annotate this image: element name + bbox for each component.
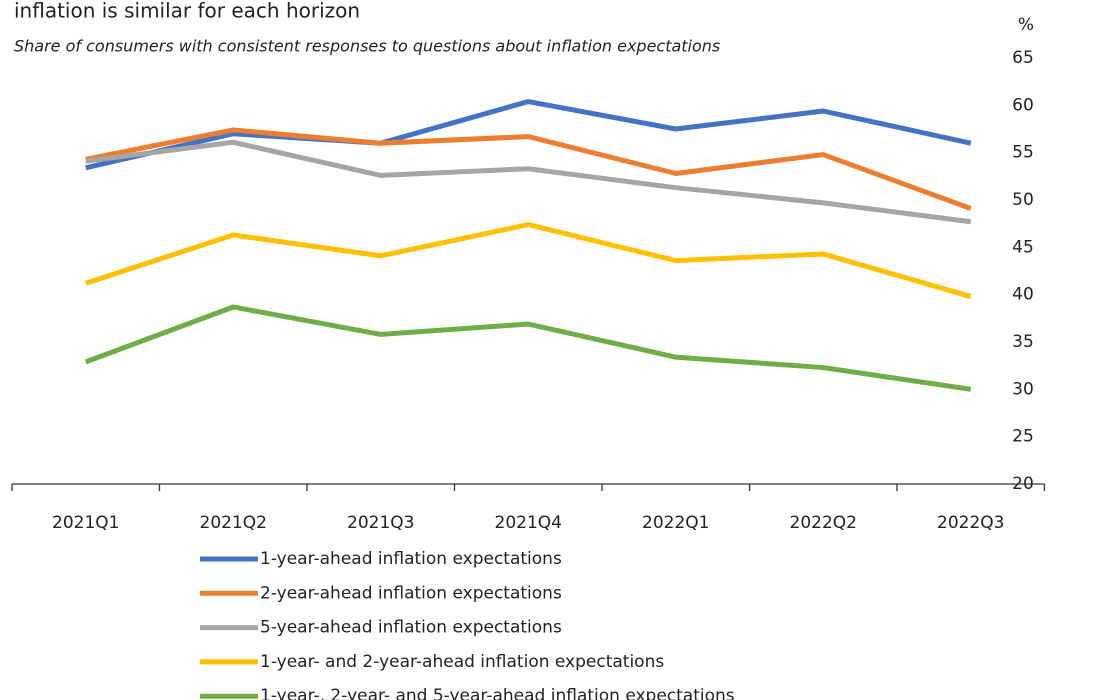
y-tick-label: 35 — [1012, 332, 1034, 352]
legend-label: 2-year-ahead inflation expectations — [260, 583, 562, 603]
x-tick-label: 2021Q2 — [200, 513, 267, 533]
x-tick-label: 2022Q3 — [937, 513, 1004, 533]
y-tick-label: 25 — [1012, 427, 1034, 447]
legend-label: 1-year-, 2-year- and 5-year-ahead inflat… — [260, 686, 735, 700]
y-axis-label: % — [1018, 15, 1034, 35]
series-line — [85, 99, 972, 171]
series-line — [84, 222, 972, 299]
series-line — [85, 127, 972, 211]
y-tick-label: 30 — [1012, 379, 1034, 399]
x-tick-label: 2021Q1 — [52, 513, 119, 533]
series-line — [85, 139, 972, 225]
y-tick-label: 60 — [1012, 95, 1034, 115]
y-tick-label: 65 — [1012, 48, 1034, 68]
x-tick-label: 2021Q4 — [495, 513, 562, 533]
chart-title: inflation is similar for each horizon — [14, 0, 360, 23]
chart-subtitle: Share of consumers with consistent respo… — [14, 37, 720, 56]
y-tick-label: 40 — [1012, 285, 1034, 305]
y-tick-label: 50 — [1012, 190, 1034, 210]
x-tick-label: 2022Q2 — [790, 513, 857, 533]
legend-label: 5-year-ahead inflation expectations — [260, 618, 562, 638]
legend-label: 1-year-ahead inflation expectations — [260, 549, 562, 569]
y-tick-label: 45 — [1012, 237, 1034, 257]
y-tick-label: 55 — [1012, 143, 1034, 163]
x-tick-label: 2021Q3 — [347, 513, 414, 533]
legend-label: 1-year- and 2-year-ahead inflation expec… — [260, 652, 664, 672]
x-tick-label: 2022Q1 — [642, 513, 709, 533]
series-line — [84, 304, 972, 392]
